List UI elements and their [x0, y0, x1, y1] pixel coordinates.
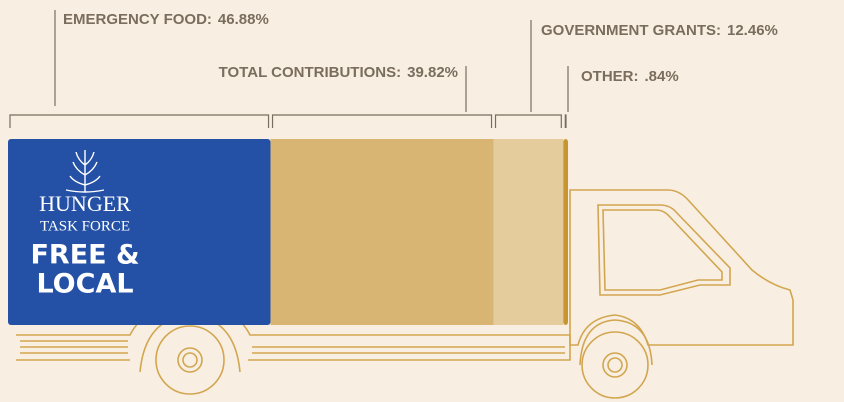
logo-text: TASK FORCE: [40, 218, 130, 234]
logo-text: HUNGER: [39, 191, 131, 216]
category-name: EMERGENCY FOOD:: [63, 11, 212, 28]
value-label: 12.46%: [727, 22, 778, 39]
segment-label: GOVERNMENT GRANTS: 12.46%: [541, 22, 778, 39]
value-label: .84%: [645, 68, 679, 85]
bracket: [565, 115, 566, 128]
category-name: OTHER:: [581, 68, 639, 85]
logo-text: FREE &: [30, 240, 139, 271]
segment-label: EMERGENCY FOOD: 46.88%: [63, 11, 269, 28]
bar-segment: [563, 139, 568, 325]
logo-text: LOCAL: [36, 269, 133, 300]
bar-segment: [494, 139, 564, 325]
category-name: TOTAL CONTRIBUTIONS:: [219, 64, 402, 81]
value-label: 39.82%: [407, 64, 458, 81]
chart: EMERGENCY FOOD: 46.88% TOTAL CONTRIBUTIONS…: [0, 0, 844, 402]
bar-segment: [271, 139, 494, 325]
segment-label: TOTAL CONTRIBUTIONS: 39.82%: [219, 64, 458, 81]
category-name: GOVERNMENT GRANTS:: [541, 22, 721, 39]
value-label: 46.88%: [218, 11, 269, 28]
segment-label: OTHER: .84%: [581, 68, 679, 85]
